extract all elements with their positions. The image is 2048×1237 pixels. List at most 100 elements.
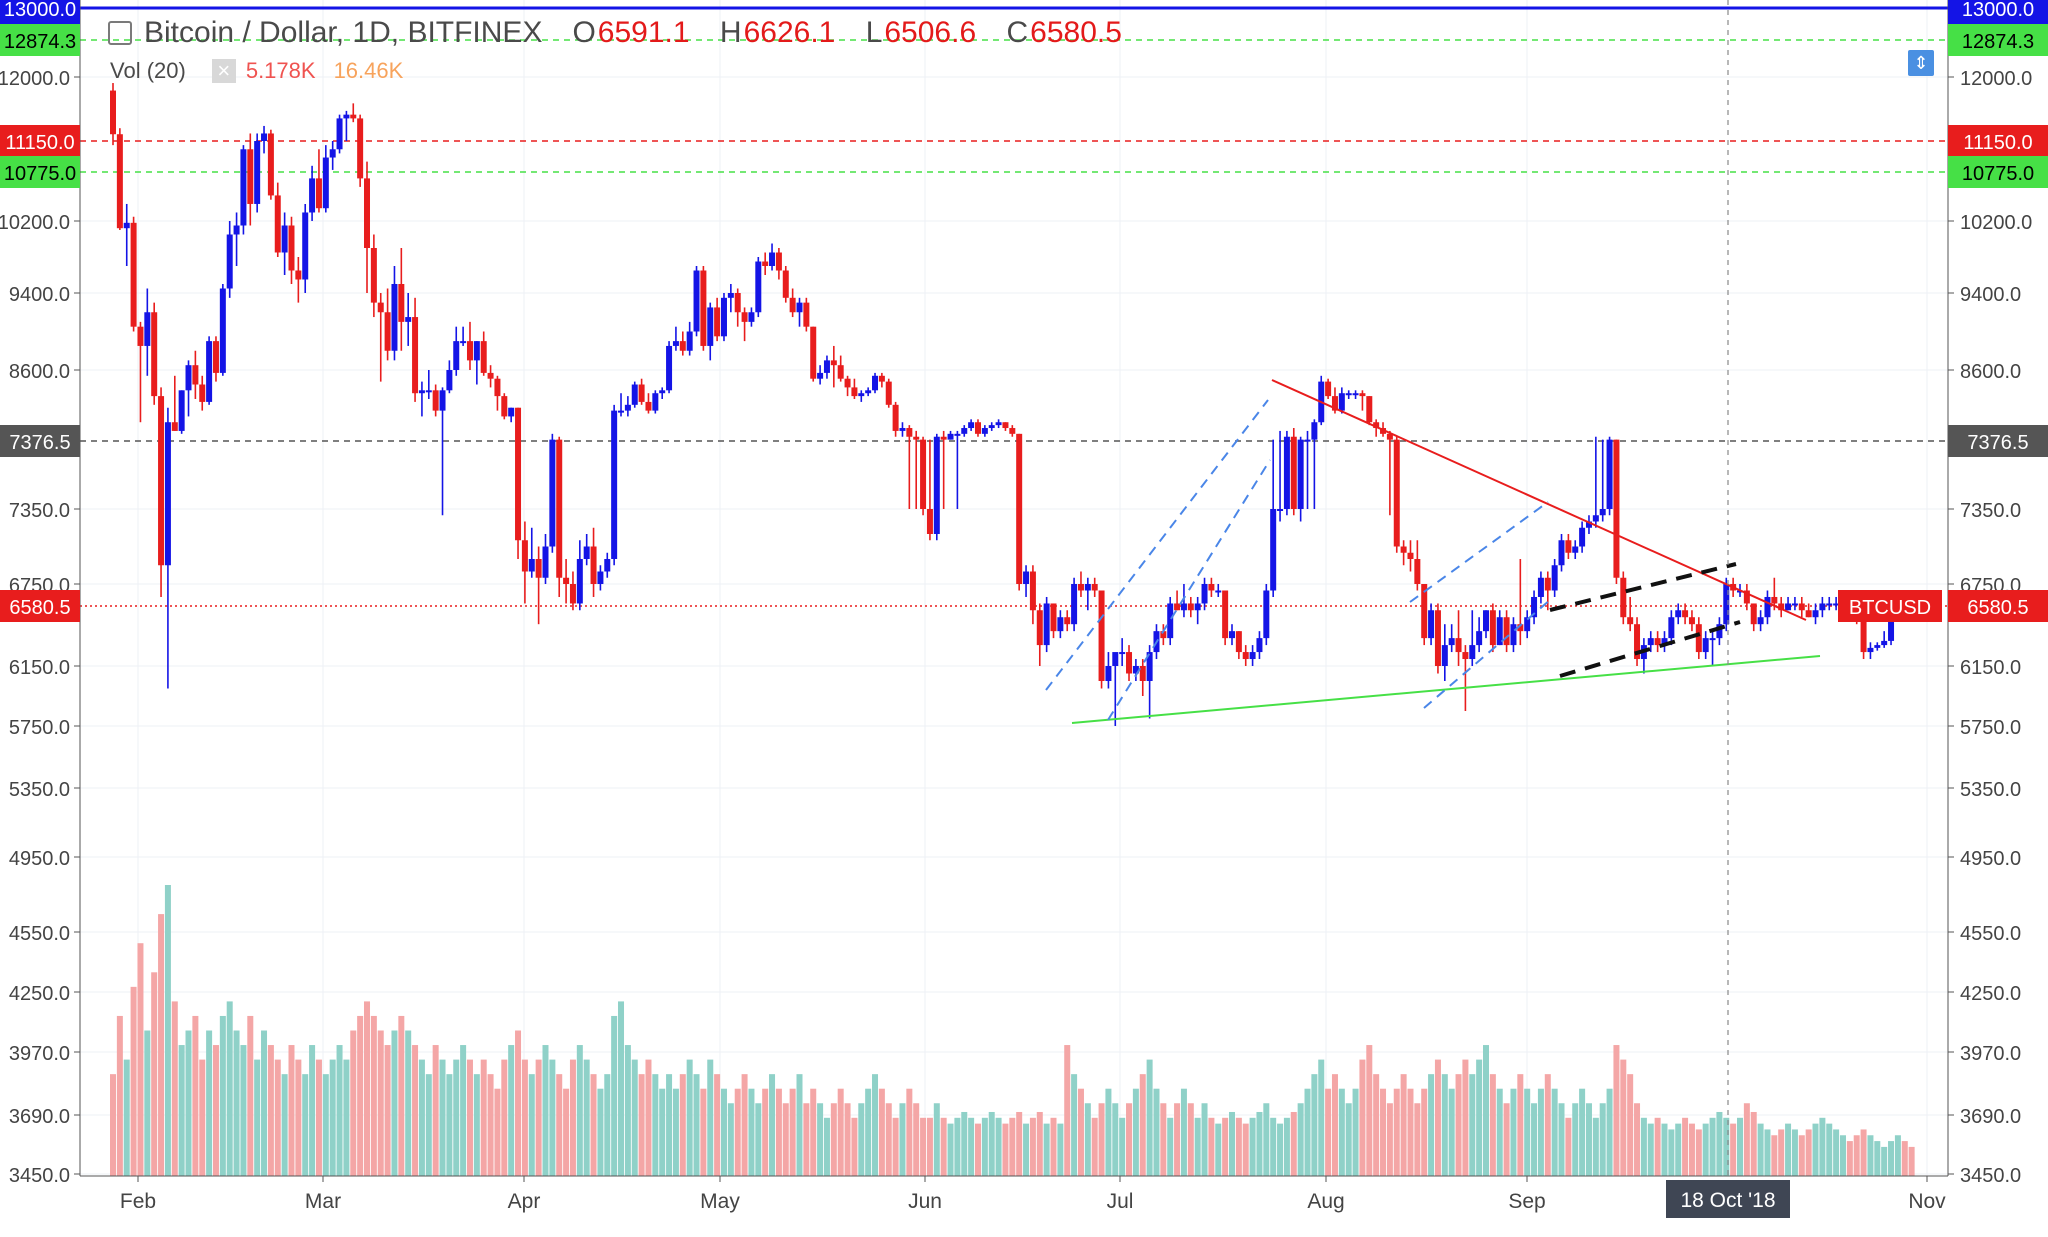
volume-bar bbox=[659, 1088, 666, 1176]
volume-bar bbox=[1167, 1117, 1174, 1176]
volume-bar bbox=[1064, 1045, 1071, 1176]
candle-body bbox=[775, 252, 782, 271]
volume-bar bbox=[226, 1001, 233, 1176]
candle-body bbox=[1325, 381, 1332, 397]
x-tick-label: Apr bbox=[508, 1190, 541, 1213]
volume-bar bbox=[1393, 1088, 1400, 1176]
candle-body bbox=[817, 372, 824, 379]
volume-legend: Vol (20) × 5.178K 16.46K bbox=[110, 58, 403, 84]
candle-body bbox=[1428, 610, 1435, 639]
candle-body bbox=[988, 425, 995, 429]
y-tick-label-right: 5350.0 bbox=[1960, 779, 2021, 801]
candle-body bbox=[1634, 624, 1641, 660]
symbol-checkbox-icon[interactable] bbox=[108, 21, 132, 45]
candle-body bbox=[1421, 584, 1428, 639]
candle-body bbox=[1277, 509, 1284, 511]
candle-body bbox=[542, 546, 549, 578]
volume-bar bbox=[1174, 1103, 1181, 1176]
candle-body bbox=[1016, 433, 1023, 584]
volume-bar bbox=[1139, 1074, 1146, 1176]
candle-body bbox=[281, 225, 288, 253]
volume-bar bbox=[1119, 1117, 1126, 1176]
volume-bar bbox=[968, 1117, 975, 1176]
volume-bar bbox=[1819, 1117, 1826, 1176]
volume-bar bbox=[1345, 1103, 1352, 1176]
crosshair-date-label: 18 Oct '18 bbox=[1680, 1189, 1775, 1212]
volume-bar bbox=[872, 1074, 879, 1176]
volume-bar bbox=[1558, 1103, 1565, 1176]
candle-body bbox=[453, 341, 460, 370]
volume-bar bbox=[1208, 1117, 1215, 1176]
close-label: C bbox=[1006, 16, 1029, 49]
y-tick-label-left: 3970.0 bbox=[9, 1043, 70, 1065]
candle-body bbox=[1833, 603, 1840, 606]
volume-bar bbox=[425, 1074, 432, 1176]
volume-bar bbox=[920, 1117, 927, 1176]
volume-bar bbox=[1187, 1103, 1194, 1176]
candle-body bbox=[1496, 617, 1503, 646]
volume-bar bbox=[185, 1030, 192, 1176]
candle-body bbox=[810, 326, 817, 379]
candle-body bbox=[796, 302, 803, 313]
volume-bar bbox=[1881, 1146, 1888, 1176]
candle-body bbox=[666, 345, 673, 391]
volume-bar bbox=[569, 1059, 576, 1176]
volume-bar bbox=[1695, 1129, 1702, 1176]
x-tick-label: Mar bbox=[305, 1190, 341, 1213]
volume-bar bbox=[583, 1059, 590, 1176]
volume-bar bbox=[1908, 1146, 1915, 1176]
scale-toggle-icon[interactable]: ⇕ bbox=[1908, 50, 1934, 76]
candle-body bbox=[425, 390, 432, 393]
volume-bar bbox=[1469, 1074, 1476, 1176]
volume-bar bbox=[1901, 1141, 1908, 1176]
y-tick-label-left: 7350.0 bbox=[9, 500, 70, 522]
candle-body bbox=[1661, 638, 1668, 646]
candle-body bbox=[830, 360, 837, 366]
candle-body bbox=[226, 234, 233, 289]
x-tick-label: Jun bbox=[908, 1190, 942, 1213]
candle-body bbox=[1359, 393, 1366, 397]
volume-bar bbox=[1778, 1129, 1785, 1176]
candle-body bbox=[624, 404, 631, 411]
volume-bar bbox=[576, 1045, 583, 1176]
volume-bar bbox=[1894, 1135, 1901, 1176]
volume-bar bbox=[1194, 1117, 1201, 1176]
candle-body bbox=[1057, 617, 1064, 632]
volume-bar bbox=[734, 1088, 741, 1176]
volume-bar bbox=[1503, 1103, 1510, 1176]
candle-body bbox=[1585, 521, 1592, 528]
volume-bar bbox=[391, 1030, 398, 1176]
close-icon[interactable]: × bbox=[211, 59, 236, 83]
volume-bar bbox=[1654, 1117, 1661, 1176]
candle-body bbox=[933, 436, 940, 534]
volume-bar bbox=[521, 1059, 528, 1176]
volume-bar bbox=[714, 1074, 721, 1176]
volume-bar bbox=[1304, 1088, 1311, 1176]
volume-bar bbox=[844, 1103, 851, 1176]
trend-drawings bbox=[1045, 379, 1821, 724]
candle-body bbox=[1146, 652, 1153, 681]
volume-bar bbox=[1888, 1141, 1895, 1176]
candle-body bbox=[460, 341, 467, 344]
candle-body bbox=[672, 341, 679, 346]
candle-body bbox=[357, 118, 364, 179]
volume-bar bbox=[707, 1059, 714, 1176]
volume-bar bbox=[1544, 1074, 1551, 1176]
candle-body bbox=[1393, 439, 1400, 547]
volume-bar bbox=[1325, 1088, 1332, 1176]
y-tick-label-left: 5350.0 bbox=[9, 779, 70, 801]
y-tick-label-left: 8600.0 bbox=[9, 361, 70, 383]
volume-bars bbox=[110, 885, 1915, 1176]
volume-bar bbox=[1709, 1117, 1716, 1176]
volume-bar bbox=[439, 1059, 446, 1176]
volume-indicator-name[interactable]: Vol (20) bbox=[110, 58, 186, 83]
resistance-trendline bbox=[1271, 379, 1807, 621]
volume-bar bbox=[954, 1117, 961, 1176]
volume-bar bbox=[144, 1030, 151, 1176]
volume-bar bbox=[370, 1015, 377, 1176]
candle-body bbox=[1654, 638, 1661, 646]
open-label: O bbox=[572, 16, 596, 49]
volume-bar bbox=[1421, 1088, 1428, 1176]
